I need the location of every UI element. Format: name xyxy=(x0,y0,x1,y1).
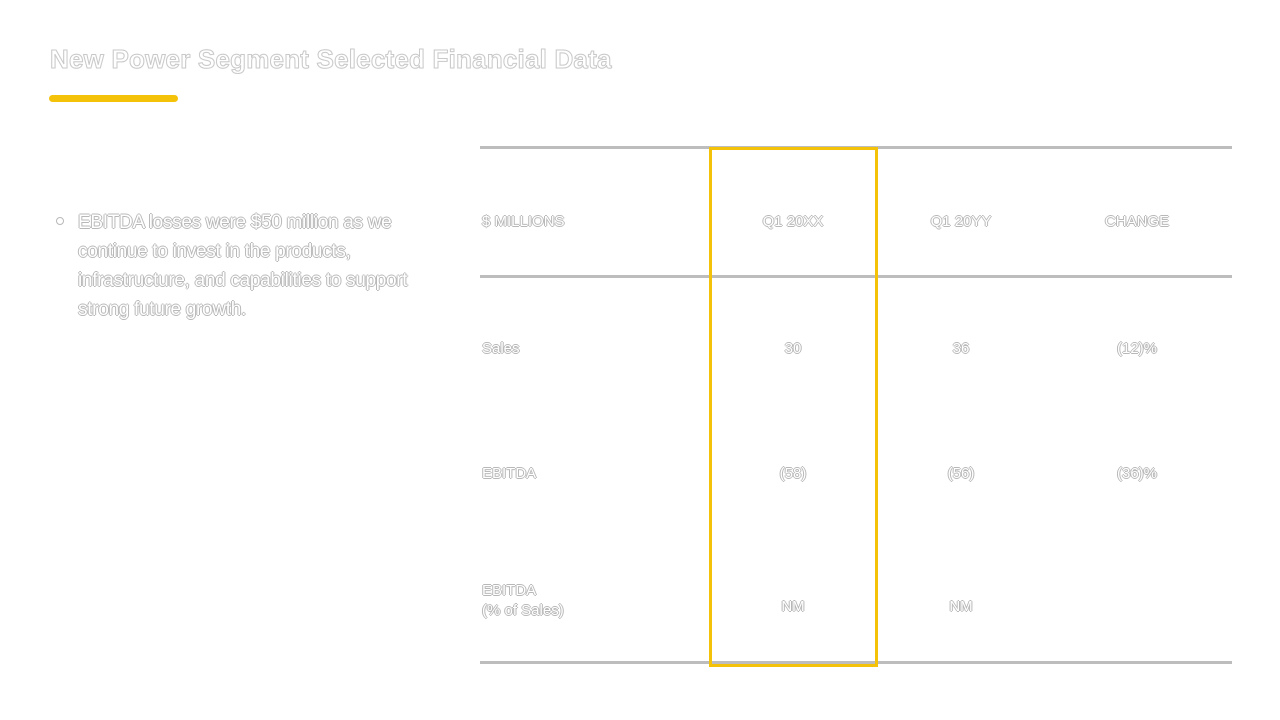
slide-title: New Power Segment Selected Financial Dat… xyxy=(50,44,612,75)
bullet-item: EBITDA losses were $50 million as we con… xyxy=(56,208,446,324)
table-bottom-rule xyxy=(480,661,1232,664)
cell-sales-q1yy: 36 xyxy=(952,340,970,357)
bullet-list: EBITDA losses were $50 million as we con… xyxy=(56,208,446,324)
header-q1-20yy: Q1 20YY xyxy=(930,213,992,230)
cell-ebitda-pct-q1xx: NM xyxy=(781,598,805,615)
row-label-ebitda-pct-line1: EBITDA xyxy=(482,582,537,599)
financial-data-table: $ MILLIONS Q1 20XX Q1 20YY CHANGE Sales … xyxy=(480,146,1232,667)
row-label-sales: Sales xyxy=(482,340,520,357)
table-header-rule xyxy=(480,275,1232,278)
cell-ebitda-change: (36)% xyxy=(1116,465,1157,482)
cell-ebitda-q1xx: (58) xyxy=(779,465,807,482)
title-accent-bar xyxy=(49,95,178,102)
cell-sales-change: (12)% xyxy=(1116,340,1157,357)
cell-ebitda-pct-q1yy: NM xyxy=(949,598,973,615)
bullet-text: EBITDA losses were $50 million as we con… xyxy=(78,212,408,320)
bullet-dot-icon xyxy=(56,217,64,225)
row-label-ebitda-pct: EBITDA (% of Sales) xyxy=(482,581,564,621)
header-millions: $ MILLIONS xyxy=(482,213,565,230)
header-q1-20xx: Q1 20XX xyxy=(762,213,824,230)
row-label-ebitda-pct-line2: (% of Sales) xyxy=(482,602,564,619)
cell-sales-q1xx: 30 xyxy=(784,340,802,357)
q1-20xx-highlight-box xyxy=(709,147,878,667)
cell-ebitda-q1yy: (56) xyxy=(947,465,975,482)
header-change: CHANGE xyxy=(1104,213,1170,230)
row-label-ebitda: EBITDA xyxy=(482,465,537,482)
